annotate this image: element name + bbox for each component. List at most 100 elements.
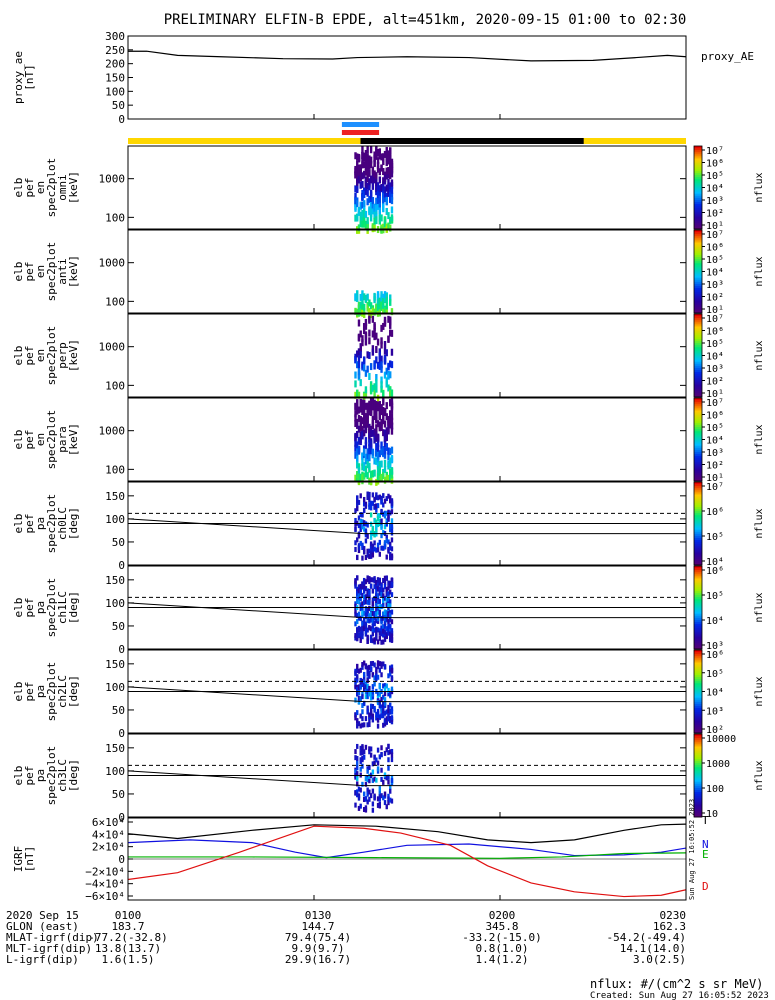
heatmap-cell bbox=[389, 589, 392, 595]
heatmap-cell bbox=[371, 543, 375, 549]
heatmap-cell bbox=[366, 224, 369, 232]
heatmap-cell bbox=[364, 538, 368, 544]
heatmap-cell bbox=[383, 800, 387, 806]
heatmap-cell bbox=[371, 307, 375, 315]
colorbar-swatch bbox=[694, 199, 702, 203]
heatmap-cell bbox=[382, 530, 385, 536]
heatmap-cell bbox=[361, 584, 364, 590]
colorbar-swatch bbox=[694, 632, 702, 635]
heatmap-cell bbox=[366, 722, 369, 728]
heatmap-cell bbox=[356, 403, 359, 411]
heatmap-cell bbox=[366, 304, 369, 312]
heatmap-cell bbox=[389, 457, 392, 465]
colorbar-swatch bbox=[694, 605, 702, 608]
heatmap-cell bbox=[378, 786, 382, 792]
heatmap-cell bbox=[375, 345, 378, 353]
heatmap-cell bbox=[375, 332, 378, 340]
legend-N: N bbox=[702, 838, 709, 851]
heatmap-cell bbox=[385, 521, 388, 527]
heatmap-cell bbox=[382, 298, 385, 306]
heatmap-cell bbox=[390, 476, 394, 484]
colorbar-swatch bbox=[694, 226, 702, 230]
heatmap-cell bbox=[375, 602, 378, 608]
heatmap-cell bbox=[380, 524, 383, 530]
heatmap-cell bbox=[383, 291, 387, 299]
heatmap-cell bbox=[380, 153, 383, 161]
heatmap-cell bbox=[380, 324, 383, 332]
colorbar-swatch bbox=[694, 206, 702, 209]
heatmap-cell bbox=[390, 706, 394, 712]
colorbar-swatch bbox=[694, 265, 702, 268]
heatmap-cell bbox=[375, 597, 378, 603]
heatmap-cell bbox=[361, 339, 364, 347]
heatmap-cell bbox=[382, 713, 385, 719]
colorbar-swatch bbox=[694, 603, 702, 606]
colorbar-swatch bbox=[694, 146, 702, 149]
heatmap-cell bbox=[362, 722, 366, 728]
colorbar-swatch bbox=[694, 400, 702, 403]
heatmap-cell bbox=[366, 533, 369, 539]
heatmap-cell bbox=[390, 214, 394, 222]
heatmap-cell bbox=[369, 611, 373, 617]
heatmap-cell bbox=[361, 216, 364, 224]
heatmap-cell bbox=[359, 745, 362, 751]
colorbar-tick-label: 10² bbox=[706, 377, 724, 388]
heatmap-cell bbox=[362, 682, 366, 688]
x-axis-value: 144.7 bbox=[301, 920, 334, 933]
colorbar-swatch bbox=[694, 361, 702, 365]
heatmap-cell bbox=[390, 524, 394, 530]
y-tick-label: −6×10⁴ bbox=[85, 890, 125, 903]
heatmap-cell bbox=[357, 615, 361, 621]
heatmap-cell bbox=[387, 750, 390, 756]
colorbar-swatch bbox=[694, 304, 702, 308]
heatmap-cell bbox=[371, 422, 375, 430]
colorbar-tick-label: 10 bbox=[706, 809, 718, 820]
heatmap-cell bbox=[354, 439, 357, 447]
heatmap-cell bbox=[390, 581, 394, 587]
heatmap-cell bbox=[387, 212, 390, 220]
heatmap-cell bbox=[380, 337, 383, 345]
heatmap-cell bbox=[362, 322, 366, 330]
heatmap-cell bbox=[366, 799, 369, 805]
heatmap-cell bbox=[389, 418, 392, 426]
colorbar-tick-label: 10⁴ bbox=[706, 616, 724, 627]
x-axis-value: 13.8(13.7) bbox=[95, 942, 161, 955]
loss-cone-line bbox=[127, 518, 686, 535]
heatmap-cell bbox=[357, 721, 361, 727]
heatmap-cell bbox=[385, 634, 388, 640]
heatmap-cell bbox=[362, 675, 366, 681]
heatmap-cell bbox=[373, 308, 376, 316]
heatmap-cell bbox=[389, 603, 392, 609]
colorbar-swatch bbox=[694, 792, 702, 795]
heatmap-cell bbox=[359, 293, 362, 301]
heatmap-cell bbox=[368, 548, 371, 554]
heatmap-cell bbox=[382, 639, 385, 645]
colorbar-tick-label: 10¹ bbox=[706, 473, 724, 484]
heatmap-cell bbox=[371, 610, 375, 616]
heatmap-cell bbox=[356, 771, 359, 777]
heatmap-cell bbox=[376, 692, 380, 698]
heatmap-cell bbox=[364, 684, 368, 690]
heatmap-cell bbox=[371, 801, 375, 807]
heatmap-cell bbox=[387, 595, 390, 601]
colorbar-swatch bbox=[694, 230, 702, 233]
heatmap-cell bbox=[356, 447, 359, 455]
heatmap-cell bbox=[366, 420, 369, 428]
y-tick-label: 2×10⁴ bbox=[92, 841, 125, 854]
heatmap-cell bbox=[362, 154, 366, 162]
heatmap-cell bbox=[387, 167, 390, 175]
colorbar-swatch bbox=[694, 286, 702, 289]
y-axis-label-line: ch1LC bbox=[56, 591, 69, 624]
colorbar-swatch bbox=[694, 765, 702, 768]
heatmap-cell bbox=[387, 186, 390, 194]
colorbar-tick-label: 10⁵ bbox=[706, 171, 724, 182]
colorbar-swatch bbox=[694, 472, 702, 476]
colorbar-tick-label: 10⁶ bbox=[706, 507, 724, 518]
colorbar-swatch bbox=[694, 531, 702, 535]
science-zone-blue bbox=[341, 122, 380, 127]
heatmap-cell bbox=[387, 384, 390, 392]
colorbar-swatch bbox=[694, 595, 702, 598]
colorbar-swatch bbox=[694, 187, 702, 191]
y-tick-label: 100 bbox=[105, 681, 125, 694]
